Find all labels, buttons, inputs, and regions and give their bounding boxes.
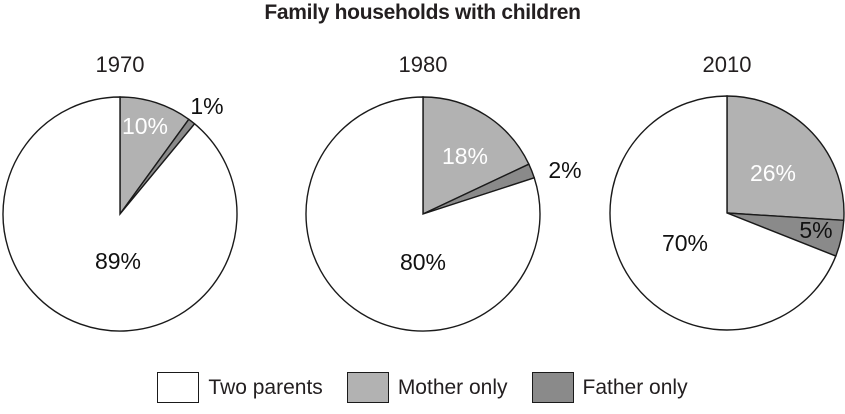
slice-label-1970-father-only: 1% <box>190 93 223 119</box>
legend-swatch-mother-only <box>346 372 389 403</box>
pie-chart-1970: 10% 1% 89% <box>2 93 238 332</box>
legend: Two parents Mother only Father only <box>0 372 845 403</box>
slice-label-1970-two-parents: 89% <box>95 248 141 274</box>
slice-label-1970-mother-only: 10% <box>122 113 168 139</box>
slice-label-2010-father-only: 5% <box>799 217 832 243</box>
pie-slice-2010-father-only <box>726 212 845 257</box>
legend-swatch-father-only <box>531 372 574 403</box>
pie-slice-2010-mother-only <box>726 95 845 222</box>
pie-slice-1980-mother-only <box>422 96 530 216</box>
legend-label-mother-only: Mother only <box>397 375 508 399</box>
pie-chart-2010: 26% 5% 70% <box>609 95 845 331</box>
pie-slice-2010-two-parents <box>609 95 837 331</box>
pie-slice-1970-mother-only <box>119 96 190 217</box>
legend-label-father-only: Father only <box>582 375 688 399</box>
chart-title: Family households with children <box>264 1 581 24</box>
slice-label-1980-mother-only: 18% <box>442 143 488 169</box>
legend-item-father-only: Father only <box>531 372 688 403</box>
pie-slice-1980-father-only <box>422 163 536 215</box>
slice-label-1980-two-parents: 80% <box>400 249 446 275</box>
legend-swatch-two-parents <box>157 372 200 403</box>
legend-item-two-parents: Two parents <box>157 372 323 403</box>
pie-slice-1970-two-parents <box>2 96 238 332</box>
pie-slice-1980-two-parents <box>305 96 541 332</box>
pie-slice-1970-father-only <box>119 118 196 215</box>
pie-chart-1980: 18% 2% 80% <box>305 96 582 332</box>
legend-label-two-parents: Two parents <box>208 375 323 399</box>
pie-year-label-1970: 1970 <box>95 52 145 77</box>
slice-label-2010-two-parents: 70% <box>662 230 708 256</box>
pie-year-label-2010: 2010 <box>702 52 752 77</box>
legend-item-mother-only: Mother only <box>346 372 508 403</box>
pie-year-label-1980: 1980 <box>398 52 448 77</box>
slice-label-1980-father-only: 2% <box>548 157 581 183</box>
slice-label-2010-mother-only: 26% <box>750 160 796 186</box>
